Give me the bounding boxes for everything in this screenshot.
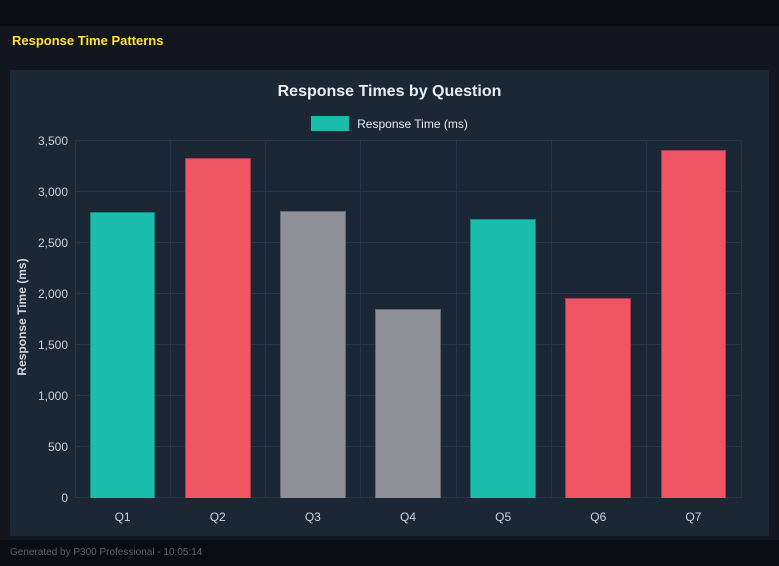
bar-q6 bbox=[565, 298, 632, 498]
gridline-horizontal bbox=[75, 140, 741, 141]
y-tick-label: 0 bbox=[61, 491, 68, 505]
bar-column bbox=[646, 141, 741, 498]
x-tick-label: Q1 bbox=[114, 510, 131, 524]
y-tick-label: 2,500 bbox=[37, 236, 68, 250]
gridline-vertical bbox=[455, 141, 457, 498]
y-tick-label: 500 bbox=[47, 440, 68, 455]
gridline-vertical bbox=[550, 141, 552, 498]
gridline-horizontal bbox=[75, 191, 741, 192]
chart-title: Response Times by Question bbox=[277, 83, 502, 100]
bar-q2 bbox=[184, 158, 251, 498]
bar-column bbox=[360, 141, 455, 498]
footer-status-text: Generated by P300 Professional - 10:05:1… bbox=[10, 547, 203, 558]
bar-column bbox=[170, 141, 265, 498]
gridline-vertical bbox=[170, 141, 172, 498]
y-tick-label: 1,500 bbox=[37, 338, 68, 352]
bar-q3 bbox=[280, 211, 346, 498]
gridline-horizontal bbox=[75, 293, 741, 294]
bar-column bbox=[456, 141, 551, 498]
gridline-vertical bbox=[265, 141, 267, 498]
chart-panel: Response Times by Question Response Time… bbox=[10, 70, 769, 536]
gridline-vertical bbox=[645, 141, 647, 498]
x-tick-label: Q3 bbox=[304, 510, 321, 524]
x-axis-tick-labels: Q1 Q2 Q3 Q4 Q5 Q6 Q7 bbox=[75, 510, 741, 524]
gridline-vertical bbox=[741, 141, 742, 498]
window-top-bar bbox=[0, 0, 779, 26]
bar-q5 bbox=[470, 219, 536, 498]
y-tick-label: 3,500 bbox=[37, 134, 68, 148]
x-tick-label: Q6 bbox=[590, 510, 607, 524]
plot-area bbox=[75, 140, 742, 498]
page-title: Response Time Patterns bbox=[12, 33, 164, 48]
x-tick-label: Q4 bbox=[399, 510, 416, 524]
legend-swatch bbox=[311, 116, 350, 131]
x-tick-label: Q2 bbox=[209, 510, 226, 524]
bar-column bbox=[551, 141, 646, 498]
gridline-vertical bbox=[75, 141, 76, 498]
bar-column bbox=[75, 141, 170, 498]
bar-q7 bbox=[660, 150, 727, 498]
gridline-horizontal bbox=[75, 242, 741, 243]
y-tick-label: 3,000 bbox=[37, 185, 68, 199]
bar-q1 bbox=[89, 212, 156, 498]
bar-q4 bbox=[375, 309, 441, 498]
y-tick-label: 1,000 bbox=[37, 389, 68, 404]
chart-legend: Response Time (ms) bbox=[10, 116, 769, 131]
x-tick-label: Q7 bbox=[685, 510, 702, 524]
window-bottom-bar bbox=[0, 540, 779, 566]
x-tick-label: Q5 bbox=[495, 510, 512, 524]
bar-column bbox=[265, 141, 360, 498]
legend-label: Response Time (ms) bbox=[357, 116, 468, 131]
y-tick-label: 2,000 bbox=[37, 287, 68, 302]
legend-item-response-time[interactable]: Response Time (ms) bbox=[311, 116, 468, 131]
bars-container bbox=[75, 141, 741, 498]
gridline-vertical bbox=[360, 141, 362, 498]
y-axis-tick-labels: 0 500 1,000 1,500 2,000 2,500 3,000 3,500 bbox=[10, 134, 68, 505]
